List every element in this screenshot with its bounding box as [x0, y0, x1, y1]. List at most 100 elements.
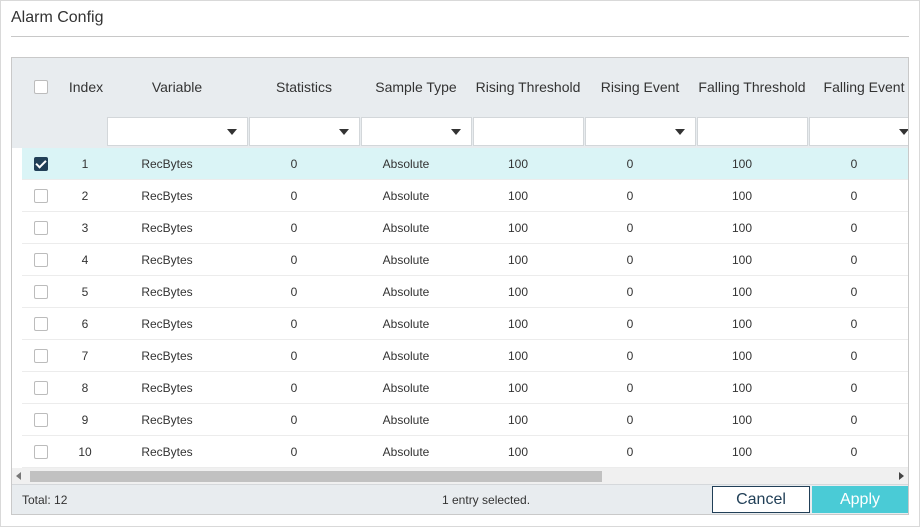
cell-rising-event: 0	[626, 316, 634, 331]
chevron-down-icon	[675, 129, 685, 135]
chevron-down-icon	[227, 129, 237, 135]
table-row[interactable]: 9 RecBytes 0 Absolute 100 0 100 0	[22, 404, 908, 436]
cell-statistics: 0	[290, 412, 298, 427]
row-checkbox[interactable]	[34, 189, 48, 203]
row-checkbox[interactable]	[34, 413, 48, 427]
rising-event-filter-select[interactable]	[585, 117, 696, 146]
table-row[interactable]: 2 RecBytes 0 Absolute 100 0 100 0	[22, 180, 908, 212]
cell-falling-event: 0	[850, 316, 858, 331]
row-checkbox[interactable]	[34, 253, 48, 267]
cell-rising-threshold: 100	[507, 252, 529, 267]
scroll-right-arrow-icon[interactable]	[899, 472, 904, 480]
col-header-falling-event[interactable]: Falling Event	[823, 79, 905, 95]
cancel-button[interactable]: Cancel	[712, 486, 810, 513]
cell-falling-threshold: 100	[731, 412, 753, 427]
table-row[interactable]: 3 RecBytes 0 Absolute 100 0 100 0	[22, 212, 908, 244]
selection-status: 1 entry selected.	[442, 493, 531, 507]
row-checkbox[interactable]	[34, 317, 48, 331]
row-checkbox[interactable]	[34, 157, 48, 171]
cell-sample-type: Absolute	[382, 220, 430, 235]
cell-index: 4	[81, 252, 89, 267]
cell-sample-type: Absolute	[382, 156, 430, 171]
col-header-index[interactable]: Index	[68, 79, 104, 95]
cell-rising-threshold: 100	[507, 444, 529, 459]
cell-falling-threshold: 100	[731, 252, 753, 267]
cell-sample-type: Absolute	[382, 252, 430, 267]
variable-filter-select[interactable]	[107, 117, 248, 146]
col-header-rising-threshold[interactable]: Rising Threshold	[475, 79, 581, 95]
table-row[interactable]: 1 RecBytes 0 Absolute 100 0 100 0	[22, 148, 908, 180]
col-header-falling-threshold[interactable]: Falling Threshold	[698, 79, 806, 95]
cell-falling-threshold: 100	[731, 284, 753, 299]
cell-rising-threshold: 100	[507, 220, 529, 235]
falling-event-filter-select[interactable]	[809, 117, 908, 146]
cell-falling-threshold: 100	[731, 444, 753, 459]
col-header-variable[interactable]: Variable	[151, 79, 203, 95]
cell-rising-threshold: 100	[507, 348, 529, 363]
scrollbar-thumb[interactable]	[30, 471, 602, 482]
cell-statistics: 0	[290, 252, 298, 267]
table-footer: Total: 12 1 entry selected. Cancel Apply	[12, 484, 908, 514]
sample-type-filter-select[interactable]	[361, 117, 472, 146]
cell-statistics: 0	[290, 156, 298, 171]
horizontal-scrollbar[interactable]	[12, 468, 908, 484]
cell-index: 7	[81, 348, 89, 363]
cell-falling-event: 0	[850, 380, 858, 395]
cell-index: 6	[81, 316, 89, 331]
apply-button[interactable]: Apply	[812, 486, 908, 513]
cell-falling-threshold: 100	[731, 380, 753, 395]
cell-statistics: 0	[290, 444, 298, 459]
select-all-checkbox[interactable]	[34, 80, 48, 94]
rising-threshold-filter-input[interactable]	[473, 117, 584, 146]
cell-sample-type: Absolute	[382, 380, 430, 395]
cell-statistics: 0	[290, 316, 298, 331]
cell-variable: RecBytes	[141, 220, 193, 235]
col-header-sample-type[interactable]: Sample Type	[375, 79, 457, 95]
cell-falling-event: 0	[850, 348, 858, 363]
table-row[interactable]: 7 RecBytes 0 Absolute 100 0 100 0	[22, 340, 908, 372]
statistics-filter-select[interactable]	[249, 117, 360, 146]
panel-title: Alarm Config	[11, 9, 104, 26]
total-count: Total: 12	[22, 493, 68, 507]
cell-falling-event: 0	[850, 412, 858, 427]
table-row[interactable]: 4 RecBytes 0 Absolute 100 0 100 0	[22, 244, 908, 276]
falling-threshold-filter-input[interactable]	[697, 117, 808, 146]
cell-falling-event: 0	[850, 284, 858, 299]
cell-variable: RecBytes	[141, 412, 193, 427]
cell-index: 9	[81, 412, 89, 427]
cell-rising-threshold: 100	[507, 284, 529, 299]
col-header-rising-event[interactable]: Rising Event	[600, 79, 680, 95]
cell-statistics: 0	[290, 348, 298, 363]
table-row[interactable]: 6 RecBytes 0 Absolute 100 0 100 0	[22, 308, 908, 340]
cell-rising-threshold: 100	[507, 156, 529, 171]
cell-falling-event: 0	[850, 220, 858, 235]
row-checkbox[interactable]	[34, 285, 48, 299]
cell-rising-event: 0	[626, 188, 634, 203]
cell-sample-type: Absolute	[382, 188, 430, 203]
cell-rising-threshold: 100	[507, 316, 529, 331]
cell-rising-event: 0	[626, 444, 634, 459]
cell-statistics: 0	[290, 188, 298, 203]
cell-statistics: 0	[290, 380, 298, 395]
row-checkbox[interactable]	[34, 381, 48, 395]
table-row[interactable]: 10 RecBytes 0 Absolute 100 0 100 0	[22, 436, 908, 468]
cell-variable: RecBytes	[141, 156, 193, 171]
cell-index: 1	[81, 156, 89, 171]
cell-falling-event: 0	[850, 188, 858, 203]
cell-rising-event: 0	[626, 220, 634, 235]
row-checkbox[interactable]	[34, 445, 48, 459]
row-checkbox[interactable]	[34, 349, 48, 363]
cell-rising-threshold: 100	[507, 412, 529, 427]
scroll-left-arrow-icon[interactable]	[16, 472, 21, 480]
cell-rising-event: 0	[626, 380, 634, 395]
title-divider	[11, 36, 909, 37]
cell-index: 5	[81, 284, 89, 299]
cell-variable: RecBytes	[141, 188, 193, 203]
col-header-statistics[interactable]: Statistics	[275, 79, 332, 95]
row-checkbox[interactable]	[34, 221, 48, 235]
cell-rising-threshold: 100	[507, 188, 529, 203]
table-row[interactable]: 8 RecBytes 0 Absolute 100 0 100 0	[22, 372, 908, 404]
cell-statistics: 0	[290, 284, 298, 299]
table-row[interactable]: 5 RecBytes 0 Absolute 100 0 100 0	[22, 276, 908, 308]
